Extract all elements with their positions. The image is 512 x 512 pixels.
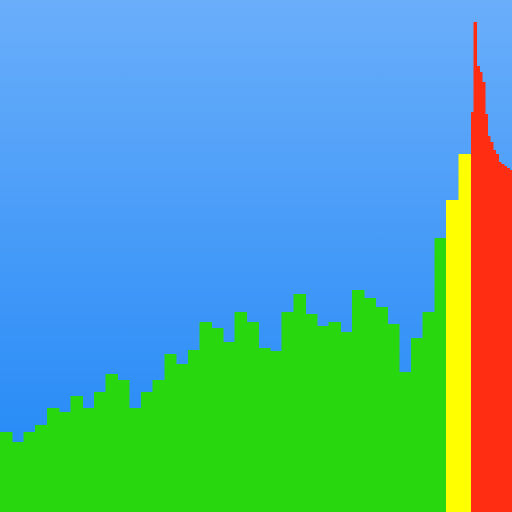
bar-critical xyxy=(498,162,502,512)
bar-normal xyxy=(140,392,154,512)
bar-normal xyxy=(46,408,60,512)
bar-normal xyxy=(176,364,189,512)
bar-normal xyxy=(23,432,36,512)
bar-critical xyxy=(506,168,510,512)
bar-critical xyxy=(509,170,512,512)
bar-normal xyxy=(410,338,424,512)
bar-normal xyxy=(246,322,259,512)
bar-normal xyxy=(316,326,330,512)
bar-normal xyxy=(211,328,224,512)
bar-normal xyxy=(105,374,118,512)
bar-normal xyxy=(82,408,95,512)
bar-normal xyxy=(129,408,142,512)
bar-normal xyxy=(293,294,306,512)
bar-normal xyxy=(375,307,388,512)
bar-normal xyxy=(58,412,72,512)
bar-normal xyxy=(199,322,212,512)
bar-normal xyxy=(187,350,201,512)
bar-critical xyxy=(473,22,478,512)
bar-normal xyxy=(11,442,25,512)
bar-normal xyxy=(258,348,271,512)
bar-normal xyxy=(117,380,130,512)
bar-normal xyxy=(269,351,283,512)
bar-warning xyxy=(446,200,460,512)
bar-normal xyxy=(164,354,177,512)
bar-normal xyxy=(93,392,107,512)
bar-normal xyxy=(434,238,447,512)
bar-normal xyxy=(234,312,248,512)
bar-normal xyxy=(340,332,353,512)
bar-normal xyxy=(152,380,165,512)
bar-critical xyxy=(479,72,483,512)
histogram-bars xyxy=(0,22,512,512)
bar-critical xyxy=(471,112,475,512)
bar-critical xyxy=(490,142,494,512)
bar-critical xyxy=(501,164,505,512)
bar-critical xyxy=(492,150,497,512)
bar-critical xyxy=(481,82,486,512)
bar-normal xyxy=(352,290,365,512)
bar-normal xyxy=(387,324,400,512)
bar-critical xyxy=(484,114,488,512)
bar-normal xyxy=(328,322,341,512)
bar-normal xyxy=(399,372,412,512)
bar-normal xyxy=(281,312,295,512)
bar-normal xyxy=(35,425,48,512)
bar-warning xyxy=(458,154,472,512)
bar-normal xyxy=(305,314,318,512)
bar-critical xyxy=(476,66,480,512)
bar-critical xyxy=(495,154,499,512)
bar-normal xyxy=(223,342,236,512)
bar-normal xyxy=(70,396,83,512)
bar-critical xyxy=(503,166,508,512)
bar-normal xyxy=(422,312,435,512)
bar-critical xyxy=(487,136,491,512)
bar-normal xyxy=(363,298,377,512)
bar-normal xyxy=(0,432,13,512)
